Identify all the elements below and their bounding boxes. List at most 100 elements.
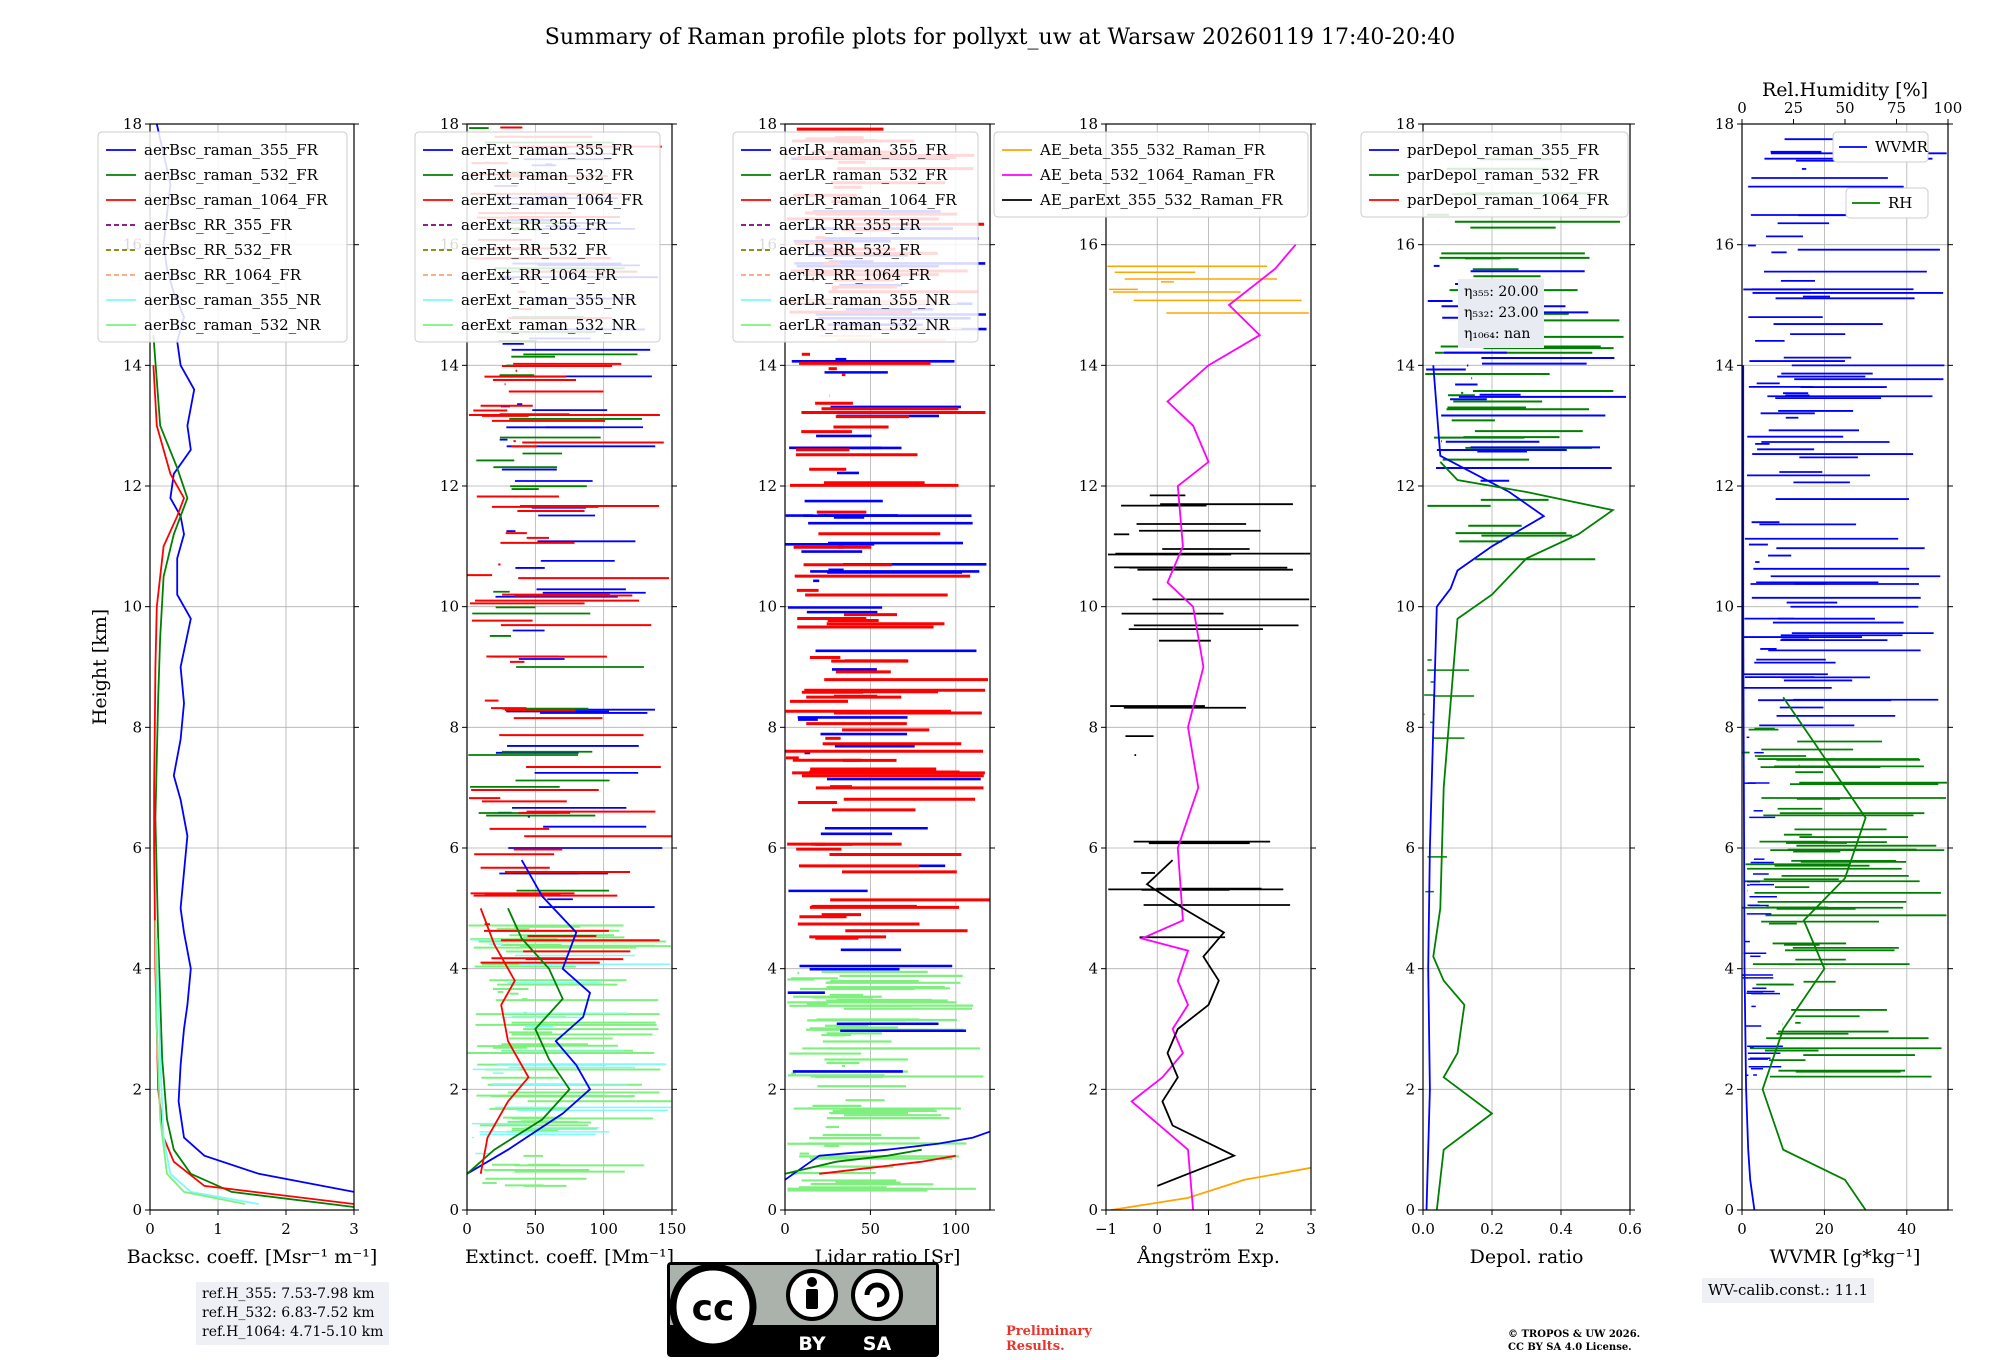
y-tick-label: 16 [1079,236,1098,254]
reference-height-box: ref.H_355: 7.53-7.98 km ref.H_532: 6.83-… [196,1282,390,1345]
legend-label: aerLR_raman_532_NR [779,316,950,334]
legend-label: aerLR_raman_1064_FR [779,191,957,209]
x-tick-label: 1 [213,1220,223,1238]
y-tick-label: 16 [1396,236,1415,254]
y-tick-label: 14 [1079,356,1098,374]
x-tick-label: 3 [349,1220,359,1238]
legend-label: aerBsc_raman_1064_FR [144,191,328,209]
y-tick-label: 10 [1396,598,1415,616]
top-x-tick-label: 100 [1934,99,1963,117]
x-tick-label: 0.0 [1411,1220,1435,1238]
y-tick-label: 10 [758,598,777,616]
y-tick-label: 10 [1715,598,1734,616]
y-tick-label: 12 [123,477,142,495]
x-tick-label: 40 [1897,1220,1916,1238]
legend-label: aerLR_raman_532_FR [779,166,948,184]
series-aerBsc_raman_532_NR [154,920,246,1205]
top-x-tick-label: 25 [1784,99,1803,117]
panel-lr: 024681012141618050100Lidar ratio [Sr]aer… [732,115,995,1268]
legend-label: aerLR_RR_1064_FR [779,266,931,284]
share-alike-icon [851,1269,903,1321]
x-axis-label: WVMR [g*kg⁻¹] [1770,1246,1921,1268]
ref-height-355: ref.H_355: 7.53-7.98 km [202,1286,375,1302]
y-tick-label: 12 [440,477,459,495]
legend-label: WVMR [1875,138,1929,156]
x-axis-label: Depol. ratio [1470,1246,1584,1268]
x-axis-label: Backsc. coeff. [Msr⁻¹ m⁻¹] [127,1246,378,1268]
y-tick-label: 18 [1715,115,1734,133]
series-parDepol_raman_355_FR [1425,365,1546,1210]
legend-label: aerExt_RR_532_FR [461,241,608,259]
x-tick-label: 50 [526,1220,545,1238]
legend-label: aerExt_RR_355_FR [461,216,608,234]
legend-label: RH [1888,194,1912,212]
y-axis-label: Height [km] [89,609,111,725]
eta-355: η₃₅₅: 20.00 [1464,284,1539,300]
top-x-tick-label: 0 [1737,99,1747,117]
svg-text:BY: BY [798,1333,825,1355]
ref-height-1064: ref.H_1064: 4.71-5.10 km [202,1324,384,1340]
x-tick-label: 0.2 [1480,1220,1504,1238]
y-tick-label: 14 [440,356,459,374]
legend-label: parDepol_raman_532_FR [1407,166,1600,184]
y-tick-label: 18 [123,115,142,133]
y-tick-label: 14 [123,356,142,374]
legend-label: parDepol_raman_355_FR [1407,141,1600,159]
panel-bsc: 0246810121416180123Backsc. coeff. [Msr⁻¹… [89,115,377,1268]
series-aerLR_raman_355_FR [785,1130,990,1181]
x-tick-label: 100 [589,1220,618,1238]
y-tick-label: 8 [1405,718,1415,736]
series-WVMR [1742,365,1756,1210]
legend-label: aerLR_RR_532_FR [779,241,921,259]
y-tick-label: 4 [767,960,777,978]
series-AE_beta_355_532_Raman_FR [1110,1166,1311,1210]
series-parDepol_raman_532_FR [1432,461,1616,1210]
y-tick-label: 14 [1396,356,1415,374]
svg-text:SA: SA [863,1333,892,1355]
y-tick-label: 10 [440,598,459,616]
y-tick-label: 10 [1079,598,1098,616]
y-tick-label: 12 [1079,477,1098,495]
y-tick-label: 2 [449,1080,459,1098]
legend-label: aerLR_raman_355_NR [779,291,950,309]
legend-label: aerBsc_RR_532_FR [144,241,292,259]
x-axis-label: Extinct. coeff. [Mm⁻¹] [465,1246,674,1268]
y-tick-label: 6 [767,839,777,857]
y-tick-label: 14 [1715,356,1734,374]
y-tick-label: 2 [1405,1080,1415,1098]
legend-label: aerLR_raman_355_FR [779,141,948,159]
y-tick-label: 18 [440,115,459,133]
y-tick-label: 8 [449,718,459,736]
y-tick-label: 4 [1405,960,1415,978]
y-tick-label: 18 [1396,115,1415,133]
legend-label: aerExt_raman_355_NR [461,291,637,309]
legend-box [414,131,661,343]
x-tick-label: 0.4 [1549,1220,1573,1238]
y-tick-label: 12 [1396,477,1415,495]
legend-label: AE_parExt_355_532_Raman_FR [1039,191,1284,209]
y-tick-label: 4 [1088,960,1098,978]
cc-license-badge: cc BY SA [667,1262,939,1357]
y-tick-label: 14 [758,356,777,374]
y-tick-label: 6 [1724,839,1734,857]
y-tick-label: 4 [1724,960,1734,978]
legend-label: aerBsc_RR_1064_FR [144,266,302,284]
x-tick-label: 1 [1204,1220,1214,1238]
x-tick-label: 20 [1815,1220,1834,1238]
y-tick-label: 18 [758,115,777,133]
y-tick-label: 4 [132,960,142,978]
y-tick-label: 6 [132,839,142,857]
y-tick-label: 6 [449,839,459,857]
series-aerLR_raman_532_FR [785,1148,922,1175]
axes-frame [1422,123,1631,1211]
y-tick-label: 0 [449,1201,459,1219]
axes-frame [784,123,991,1211]
series-aerLR_raman_1064_FR [819,1154,956,1175]
legend-label: aerExt_raman_532_NR [461,316,637,334]
top-x-axis-label: Rel.Humidity [%] [1762,79,1928,101]
x-tick-label: 2 [281,1220,291,1238]
y-tick-label: 16 [1715,236,1734,254]
legend-label: AE_beta_355_532_Raman_FR [1039,141,1266,159]
x-tick-label: 2 [1255,1220,1265,1238]
